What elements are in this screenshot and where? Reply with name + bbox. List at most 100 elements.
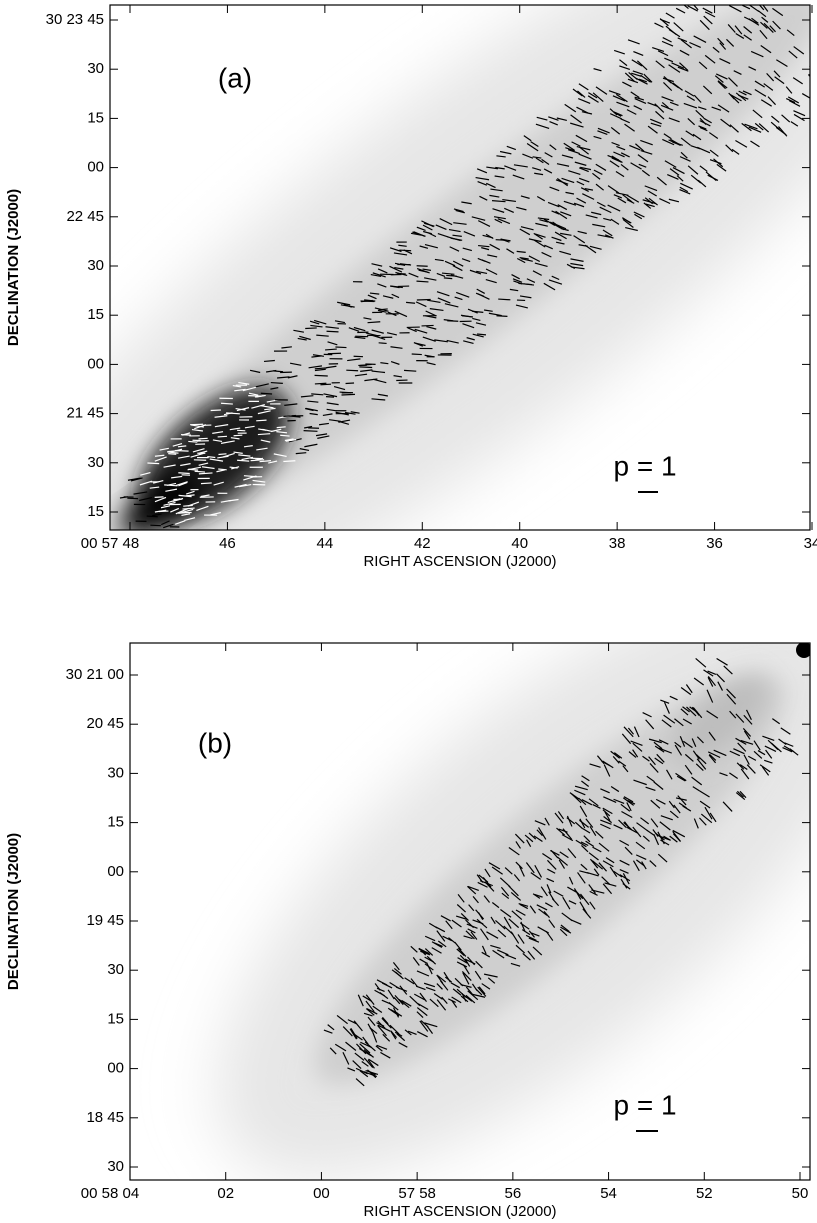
polarization-vector [363,1049,374,1058]
polarization-vector [477,180,488,186]
polarization-vector [489,194,500,198]
polarization-vector [638,163,647,168]
polarization-vector [592,92,604,102]
polarization-vector [540,886,548,897]
polarization-vector [784,742,794,747]
polarization-vector [610,218,620,225]
polarization-vector [262,428,273,433]
x-tick-label: 00 57 48 [81,535,139,552]
polarization-vector [386,332,397,336]
polarization-vector [764,759,773,764]
polarization-vector [487,254,498,258]
polarization-vector [580,187,589,192]
polarization-vector [525,934,537,941]
polarization-vector [311,393,324,396]
polarization-vector [463,935,473,940]
polarization-vector [742,90,752,96]
polarization-vector [453,208,464,213]
polarization-vector [714,75,724,83]
x-tick-label: 40 [511,535,528,552]
polarization-vector [387,989,395,1000]
polarization-vector [419,1020,429,1032]
polarization-vector [565,191,575,195]
polarization-vector [604,234,614,239]
polarization-vector [619,839,630,847]
polarization-vector [717,104,730,113]
polarization-vector [422,268,432,271]
polarization-vector [492,949,505,959]
polarization-vector [669,835,678,843]
polarization-vector [342,1051,350,1065]
polarization-vector [416,1007,428,1017]
polarization-vector [575,134,588,143]
polarization-vector [684,0,693,4]
polarization-vector [663,81,673,92]
polarization-vector [415,301,427,308]
polarization-vector [609,108,618,116]
polarization-vector [139,496,153,502]
polarization-vector [613,194,623,199]
polarization-vector [661,101,669,109]
y-tick-label: 15 [107,1010,124,1027]
polarization-vector [581,111,593,115]
polarization-vector [695,754,707,765]
polarization-vector [355,1067,369,1075]
polarization-vector [220,402,233,405]
polarization-vector [354,1052,365,1061]
polarization-vector [624,123,635,132]
polarization-vector [730,0,736,1]
polarization-vector [571,793,582,804]
polarization-vector [742,5,751,10]
polarization-vector [607,154,620,161]
polarization-vector [578,797,587,806]
polarization-vector [782,747,793,753]
polarization-vector [683,740,693,749]
polarization-vector [591,211,602,216]
polarization-vector [178,481,188,487]
polarization-vector [623,726,634,738]
polarization-vector [345,382,355,385]
polarization-vector [435,224,447,231]
polarization-vector [648,197,658,206]
polarization-vector [234,388,246,392]
polarization-vector [483,309,493,312]
polarization-vector [309,320,320,325]
polarization-vector [449,246,460,252]
polarization-vector [133,491,148,495]
polarization-vector [528,937,540,943]
polarization-vector [658,739,669,745]
polarization-vector [561,834,574,842]
polarization-vector [709,159,722,165]
polarization-vector [343,303,352,308]
polarization-vector [702,85,713,95]
polarization-vector [377,283,387,288]
polarization-vector [712,46,720,53]
polarization-vector [626,802,632,812]
polarization-vector [506,145,517,151]
polarization-vector [656,176,667,186]
polarization-vector [508,918,520,929]
polarization-vector [708,754,717,764]
polarization-vector [645,203,655,208]
polarization-vector [456,948,465,957]
polarization-vector [699,126,708,132]
polarization-vector [496,155,506,158]
polarization-vector [613,752,623,759]
polarization-vector [792,77,803,85]
polarization-vector [181,434,191,436]
polarization-vector [521,929,531,936]
polarization-vector [739,764,748,771]
x-tick-label: 34 [804,535,817,552]
polarization-vector [149,486,160,489]
polarization-vector [325,348,337,351]
polarization-vector [754,89,767,97]
polarization-vector [524,834,534,843]
polarization-vector [757,10,767,18]
polarization-vectors [119,0,810,530]
polarization-vector [599,206,612,214]
polarization-vector [130,477,143,482]
polarization-vector [649,763,659,773]
y-tick-label: 19 45 [86,912,124,929]
polarization-vector [377,309,387,313]
